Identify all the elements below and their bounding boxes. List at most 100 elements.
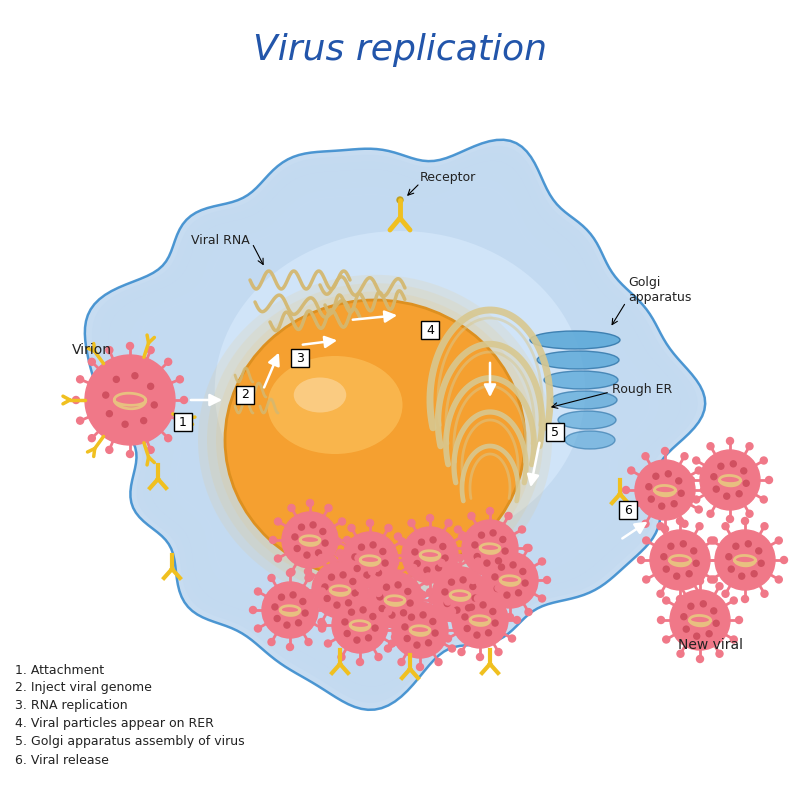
Circle shape (337, 623, 343, 630)
Ellipse shape (565, 431, 615, 449)
Circle shape (688, 603, 694, 610)
Circle shape (426, 589, 434, 595)
Circle shape (429, 597, 435, 603)
Circle shape (181, 397, 187, 403)
Circle shape (486, 630, 491, 636)
Circle shape (132, 373, 138, 378)
Circle shape (495, 585, 502, 591)
Circle shape (726, 515, 734, 522)
Circle shape (743, 480, 749, 486)
Circle shape (760, 457, 767, 464)
Circle shape (354, 597, 362, 603)
Circle shape (489, 610, 495, 617)
Circle shape (766, 477, 773, 483)
Circle shape (662, 526, 669, 533)
Circle shape (305, 605, 311, 612)
Circle shape (711, 474, 717, 480)
Circle shape (741, 468, 746, 474)
Circle shape (681, 614, 687, 620)
Circle shape (305, 638, 312, 646)
Circle shape (330, 557, 337, 563)
FancyBboxPatch shape (619, 501, 637, 519)
Text: Receptor: Receptor (420, 171, 476, 185)
Circle shape (292, 534, 298, 540)
Circle shape (126, 450, 134, 458)
Circle shape (323, 606, 330, 614)
Text: 6. Viral release: 6. Viral release (15, 754, 109, 766)
Circle shape (401, 610, 406, 616)
Circle shape (722, 590, 729, 598)
Circle shape (148, 383, 154, 390)
Circle shape (304, 552, 310, 558)
Circle shape (758, 560, 764, 566)
Circle shape (350, 578, 356, 585)
Circle shape (424, 567, 430, 573)
Circle shape (492, 620, 498, 626)
Circle shape (385, 645, 391, 652)
Text: Golgi
apparatus: Golgi apparatus (628, 276, 691, 304)
Circle shape (352, 590, 358, 596)
Circle shape (403, 557, 410, 563)
Circle shape (438, 623, 445, 630)
Circle shape (495, 558, 502, 564)
Circle shape (366, 519, 374, 526)
Circle shape (342, 619, 348, 625)
Circle shape (334, 538, 342, 545)
Circle shape (746, 510, 753, 518)
Circle shape (761, 522, 768, 530)
Circle shape (642, 576, 650, 583)
Circle shape (426, 640, 431, 646)
FancyBboxPatch shape (546, 423, 564, 441)
Circle shape (716, 650, 723, 658)
Circle shape (733, 543, 739, 550)
Circle shape (395, 582, 401, 588)
Circle shape (352, 554, 358, 560)
Circle shape (677, 582, 684, 590)
Circle shape (318, 554, 325, 562)
Circle shape (681, 520, 688, 527)
Circle shape (464, 626, 470, 631)
Circle shape (710, 576, 718, 583)
Circle shape (490, 609, 496, 614)
Circle shape (730, 597, 738, 604)
Circle shape (472, 542, 478, 548)
Circle shape (488, 609, 495, 615)
Circle shape (268, 638, 275, 646)
Circle shape (504, 592, 510, 598)
Circle shape (337, 550, 343, 557)
Circle shape (394, 622, 401, 629)
Circle shape (468, 513, 475, 519)
Circle shape (334, 575, 342, 582)
Circle shape (114, 376, 119, 382)
Circle shape (439, 617, 446, 623)
Circle shape (324, 595, 330, 602)
Ellipse shape (207, 283, 543, 597)
Circle shape (728, 566, 734, 572)
Circle shape (718, 463, 724, 470)
Circle shape (320, 529, 326, 534)
Circle shape (254, 588, 262, 595)
Circle shape (274, 615, 280, 622)
Circle shape (373, 565, 380, 571)
Circle shape (676, 478, 682, 484)
Circle shape (635, 460, 695, 520)
Polygon shape (100, 154, 690, 695)
Circle shape (430, 537, 436, 543)
Circle shape (642, 453, 649, 460)
Circle shape (319, 622, 326, 629)
Circle shape (417, 663, 423, 670)
Circle shape (299, 586, 306, 594)
Text: Virus replication: Virus replication (253, 33, 547, 67)
Circle shape (432, 567, 488, 623)
Circle shape (343, 537, 350, 543)
Circle shape (354, 637, 360, 643)
Circle shape (458, 533, 466, 540)
Circle shape (398, 538, 406, 545)
Circle shape (781, 557, 787, 563)
Circle shape (671, 501, 677, 506)
Circle shape (444, 601, 450, 606)
Circle shape (310, 522, 316, 528)
Circle shape (344, 630, 350, 637)
Circle shape (681, 453, 688, 460)
Circle shape (440, 543, 446, 550)
